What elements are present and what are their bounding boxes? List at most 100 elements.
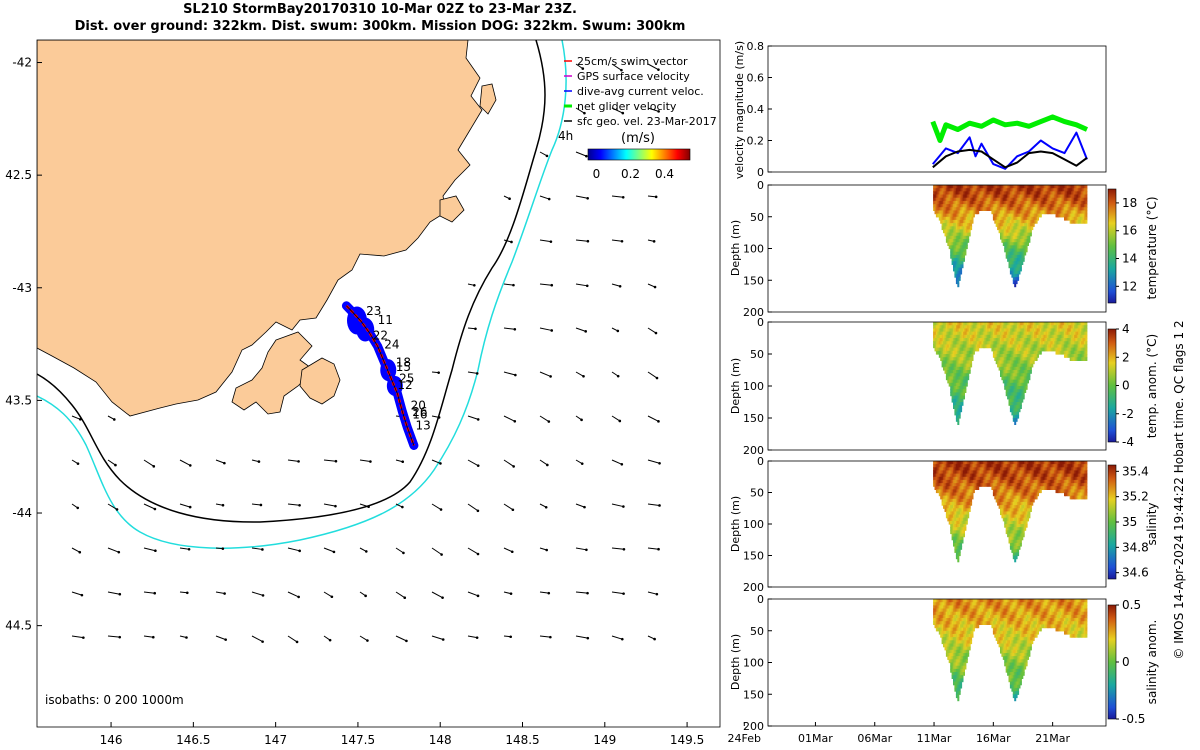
section-cell	[1052, 188, 1055, 192]
section-cell	[1009, 363, 1012, 368]
section-cell	[1048, 200, 1051, 205]
section-cell	[964, 382, 967, 387]
section-cell	[977, 191, 980, 196]
section-cell	[967, 210, 970, 215]
section-cell	[998, 498, 1001, 503]
section-cell	[1048, 341, 1051, 345]
section-cell	[941, 476, 944, 481]
section-cell	[954, 354, 957, 358]
section-cell	[1021, 363, 1024, 368]
section-cell	[947, 354, 950, 358]
section-cell	[1027, 514, 1029, 519]
section-cell	[961, 366, 964, 371]
section-cell	[1066, 354, 1069, 358]
section-cell	[1025, 379, 1028, 384]
section-cell	[1001, 197, 1004, 202]
section-cell	[1021, 185, 1024, 189]
section-cell	[957, 229, 960, 234]
section-cell	[1019, 363, 1022, 368]
map-frame	[36, 39, 721, 728]
section-cell	[980, 473, 983, 478]
section-cell	[1005, 357, 1008, 361]
section-cell	[948, 514, 951, 519]
section-cell	[1024, 511, 1027, 516]
velocity-arrow	[143, 591, 155, 594]
section-cell	[1039, 344, 1042, 349]
section-cell	[1021, 514, 1024, 519]
section-cell	[1012, 264, 1015, 269]
section-cell	[1014, 402, 1017, 406]
velocity-arrow	[575, 195, 588, 199]
section-cell	[944, 470, 947, 475]
section-cell	[1032, 334, 1035, 339]
section-cell	[1022, 505, 1025, 509]
section-cell	[982, 467, 985, 471]
section-cell	[1015, 524, 1018, 528]
section-cell	[1007, 219, 1010, 224]
section-cell	[1025, 370, 1028, 374]
section-cell	[950, 517, 953, 522]
section-cell	[1085, 347, 1088, 352]
map-ytick-label: 44.5	[5, 619, 32, 633]
section-cell	[944, 363, 947, 368]
section-cell	[1022, 245, 1025, 250]
velocity-arrow	[323, 591, 333, 598]
section-cell	[1014, 363, 1017, 368]
section-cell	[1008, 251, 1011, 256]
section-cell	[1005, 492, 1008, 497]
section-cell	[951, 492, 954, 497]
section-cell	[1015, 185, 1018, 189]
section-cell	[955, 366, 958, 371]
section-cell	[967, 498, 970, 503]
section-cell	[955, 464, 958, 468]
velocity-arrow	[215, 459, 225, 464]
section-cell	[1083, 210, 1086, 215]
section-cell	[937, 486, 940, 490]
section-cell	[1029, 213, 1032, 218]
section-cell	[1004, 492, 1007, 497]
section-cell	[1031, 185, 1034, 189]
section-cell	[971, 219, 974, 224]
section-cell	[1025, 219, 1028, 224]
section-cell	[984, 470, 987, 475]
section-cell	[957, 232, 960, 237]
section-cell	[1029, 219, 1032, 224]
section-cell	[995, 322, 998, 326]
section-cell	[961, 341, 964, 345]
section-cell	[1056, 185, 1059, 189]
section-cell	[967, 363, 970, 368]
section-cell	[1015, 280, 1018, 285]
section-cell	[938, 461, 941, 465]
section-cell	[948, 370, 951, 374]
section-cell	[938, 334, 941, 339]
section-cell	[1024, 520, 1027, 525]
section-cell	[1068, 347, 1071, 352]
section-cell	[963, 354, 965, 358]
section-cell	[963, 514, 965, 519]
section-cell	[955, 524, 958, 528]
section-cell	[1044, 207, 1047, 211]
section-cell	[1014, 373, 1017, 377]
section-cell	[1081, 197, 1084, 202]
section-cell	[964, 325, 967, 329]
section-cell	[958, 261, 961, 265]
section-cell	[958, 524, 961, 528]
legend-label-sfc: sfc geo. vel. 23-Mar-2017	[577, 115, 717, 128]
section-cell	[955, 322, 958, 326]
section-cell	[998, 229, 1001, 234]
section-cell	[1001, 232, 1004, 237]
section-cell	[947, 357, 950, 361]
section-cell	[1035, 204, 1038, 208]
section-cell	[971, 357, 974, 361]
section-cell	[981, 188, 984, 192]
section-cell	[941, 194, 944, 199]
section-cell	[943, 473, 945, 478]
section-cell	[990, 200, 992, 205]
section-cell	[1083, 185, 1086, 189]
section-cell	[1018, 527, 1021, 531]
section-cell	[1005, 376, 1008, 381]
section-cell	[968, 492, 971, 497]
section-cell	[997, 328, 1000, 333]
section-cell	[1031, 357, 1034, 361]
section-cell	[1008, 514, 1011, 519]
